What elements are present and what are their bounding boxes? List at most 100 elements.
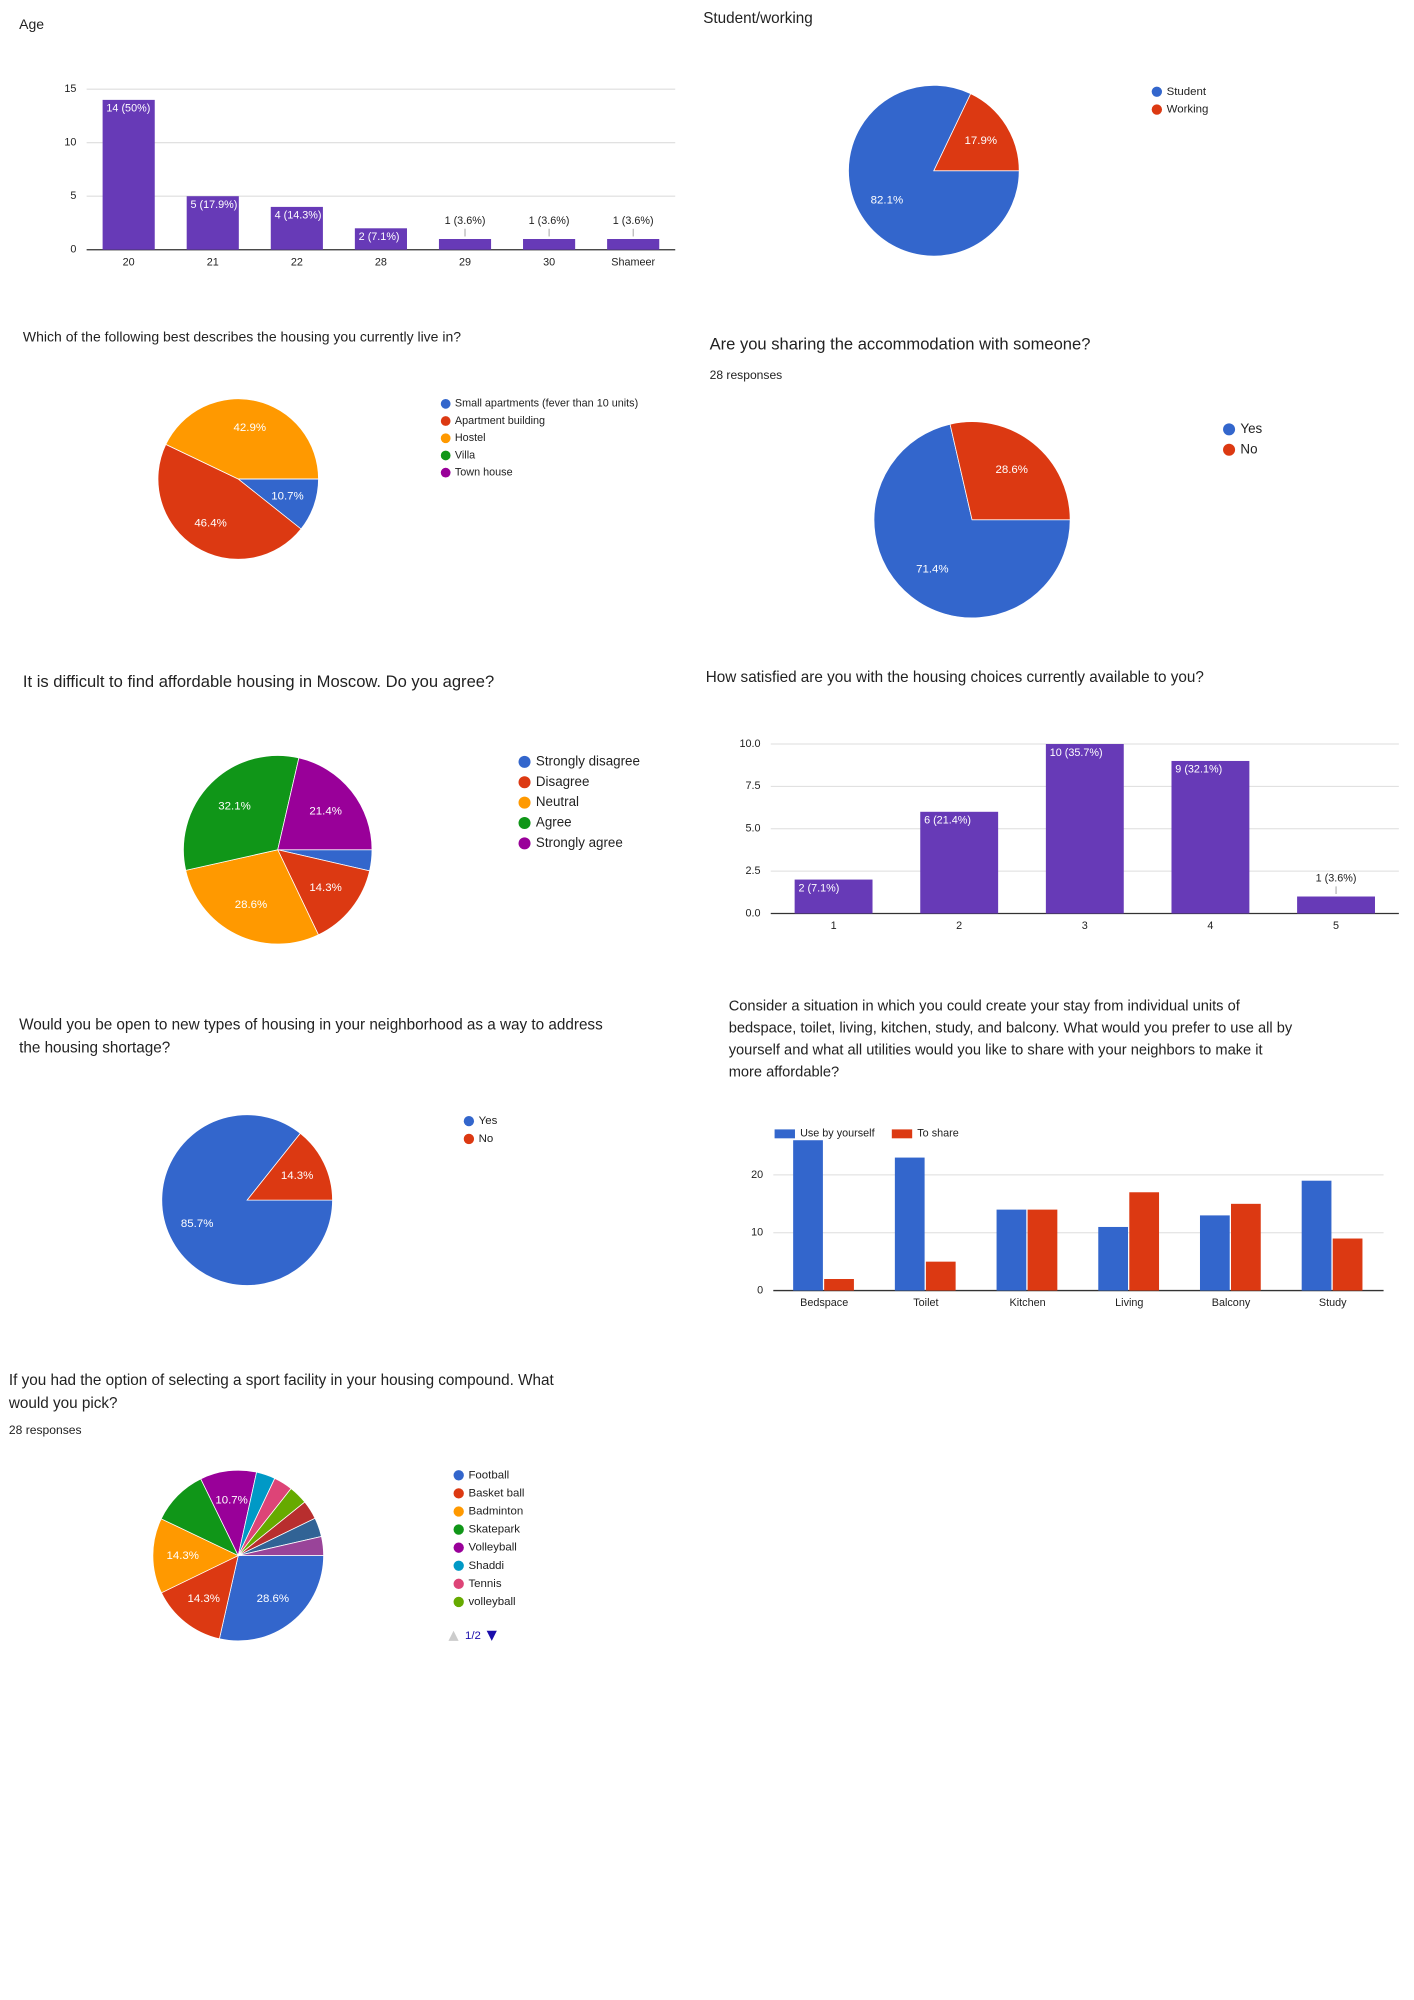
pager-prev[interactable]	[448, 1630, 459, 1641]
data-label: 6 (21.4%)	[924, 815, 971, 827]
legend-swatch	[453, 1524, 464, 1535]
data-label: 14.3%	[309, 882, 341, 894]
data-label: 9 (32.1%)	[1175, 764, 1222, 776]
bar	[1027, 1209, 1058, 1291]
y-tick-label: 0	[757, 1284, 763, 1296]
chart-subtitle: 28 responses	[9, 1423, 82, 1437]
bar	[1098, 1226, 1129, 1291]
legend-label: No	[1240, 441, 1257, 456]
legend-label: Small apartments (fever than 10 units)	[455, 398, 638, 410]
y-tick-label: 0	[70, 244, 76, 256]
bar	[607, 239, 660, 250]
x-tick-label: Shameer	[611, 256, 655, 268]
x-tick-label: 20	[123, 256, 135, 268]
pie-slice	[183, 755, 300, 871]
legend-label: Volleyball	[468, 1542, 516, 1554]
y-tick-label: 5.0	[746, 823, 761, 835]
data-label: 1 (3.6%)	[529, 215, 570, 227]
data-label: 2 (7.1%)	[798, 882, 839, 894]
legend-swatch	[453, 1542, 464, 1553]
y-tick-label: 5	[70, 190, 76, 202]
x-tick-label: 30	[543, 256, 555, 268]
x-tick-label: Balcony	[1212, 1297, 1251, 1309]
pie-slice	[277, 849, 371, 936]
data-label: 28.6%	[257, 1593, 289, 1605]
x-tick-label: 2	[956, 920, 962, 932]
legend-label: Skatepark	[468, 1524, 520, 1536]
legend-label: Yes	[1240, 421, 1262, 436]
legend-label: Shaddi	[468, 1560, 504, 1572]
legend-swatch	[453, 1488, 464, 1499]
bar	[1199, 1215, 1230, 1291]
chart-title: Would you be open to new types of housin…	[19, 1017, 603, 1034]
x-tick-label: 1	[831, 920, 837, 932]
chart-title: yourself and what all utilities would yo…	[729, 1042, 1263, 1058]
data-label: 10.7%	[271, 490, 303, 502]
chart-title: more affordable?	[729, 1064, 839, 1080]
chart-title: bedspace, toilet, living, kitchen, study…	[729, 1020, 1293, 1036]
bar	[996, 1209, 1027, 1291]
legend-swatch	[453, 1596, 464, 1608]
legend-label: Strongly disagree	[536, 753, 640, 768]
legend-swatch	[440, 450, 451, 461]
data-label: 17.9%	[965, 135, 997, 147]
legend-swatch	[453, 1470, 464, 1481]
y-tick-label: 10	[751, 1227, 763, 1239]
bar	[523, 239, 576, 250]
legend-label: Working	[1167, 104, 1209, 116]
data-label: 21.4%	[309, 806, 341, 818]
legend-label: To share	[917, 1128, 958, 1140]
bar	[1231, 1203, 1261, 1291]
data-label: 46.4%	[194, 517, 226, 529]
pie-slice	[160, 1554, 239, 1640]
legend-swatch	[440, 467, 451, 478]
data-label: 82.1%	[871, 194, 903, 206]
data-label: 85.7%	[181, 1218, 213, 1230]
x-tick-label: 22	[291, 256, 303, 268]
pie-slice	[949, 421, 1071, 521]
data-label: 42.9%	[234, 422, 266, 434]
bar	[1045, 744, 1124, 914]
legend-swatch	[440, 433, 451, 444]
legend-swatch	[518, 816, 531, 830]
data-label: 10 (35.7%)	[1050, 747, 1103, 759]
pie-slice	[848, 84, 1020, 257]
bar	[1297, 896, 1375, 914]
bar	[920, 811, 999, 914]
legend-label: Disagree	[536, 774, 589, 789]
legend-label: Student	[1167, 86, 1207, 98]
legend-swatch	[1223, 443, 1236, 456]
legend-swatch	[1151, 86, 1163, 97]
bar	[186, 196, 239, 250]
legend-label: Villa	[455, 449, 476, 461]
pager-label: 1/2	[465, 1630, 481, 1642]
x-tick-label: 28	[375, 256, 387, 268]
pie-slice	[165, 398, 319, 480]
pie-slice	[152, 1518, 240, 1594]
bar	[1171, 760, 1250, 914]
legend-label: Badminton	[468, 1506, 523, 1518]
chart-title: Age	[19, 16, 44, 32]
chart-title: If you had the option of selecting a spo…	[9, 1372, 555, 1389]
data-label: 14.3%	[167, 1550, 199, 1562]
x-tick-label: 5	[1333, 920, 1339, 932]
bar	[794, 879, 873, 914]
data-label: 71.4%	[916, 564, 948, 576]
legend-label: Basket ball	[468, 1487, 524, 1499]
bar	[1301, 1180, 1332, 1291]
legend-swatch	[463, 1133, 475, 1145]
bar	[1332, 1238, 1363, 1291]
chart-title: Are you sharing the accommodation with s…	[710, 335, 1091, 354]
bar	[438, 239, 492, 250]
pager-next[interactable]	[486, 1630, 497, 1641]
chart-title: How satisfied are you with the housing c…	[706, 669, 1204, 686]
legend-swatch	[440, 398, 451, 409]
legend-swatch	[518, 837, 531, 850]
data-label: 28.6%	[235, 899, 267, 911]
chart-title: would you pick?	[8, 1395, 118, 1412]
bar	[824, 1278, 854, 1291]
legend-label: Town house	[455, 467, 513, 479]
legend-swatch	[463, 1115, 475, 1127]
